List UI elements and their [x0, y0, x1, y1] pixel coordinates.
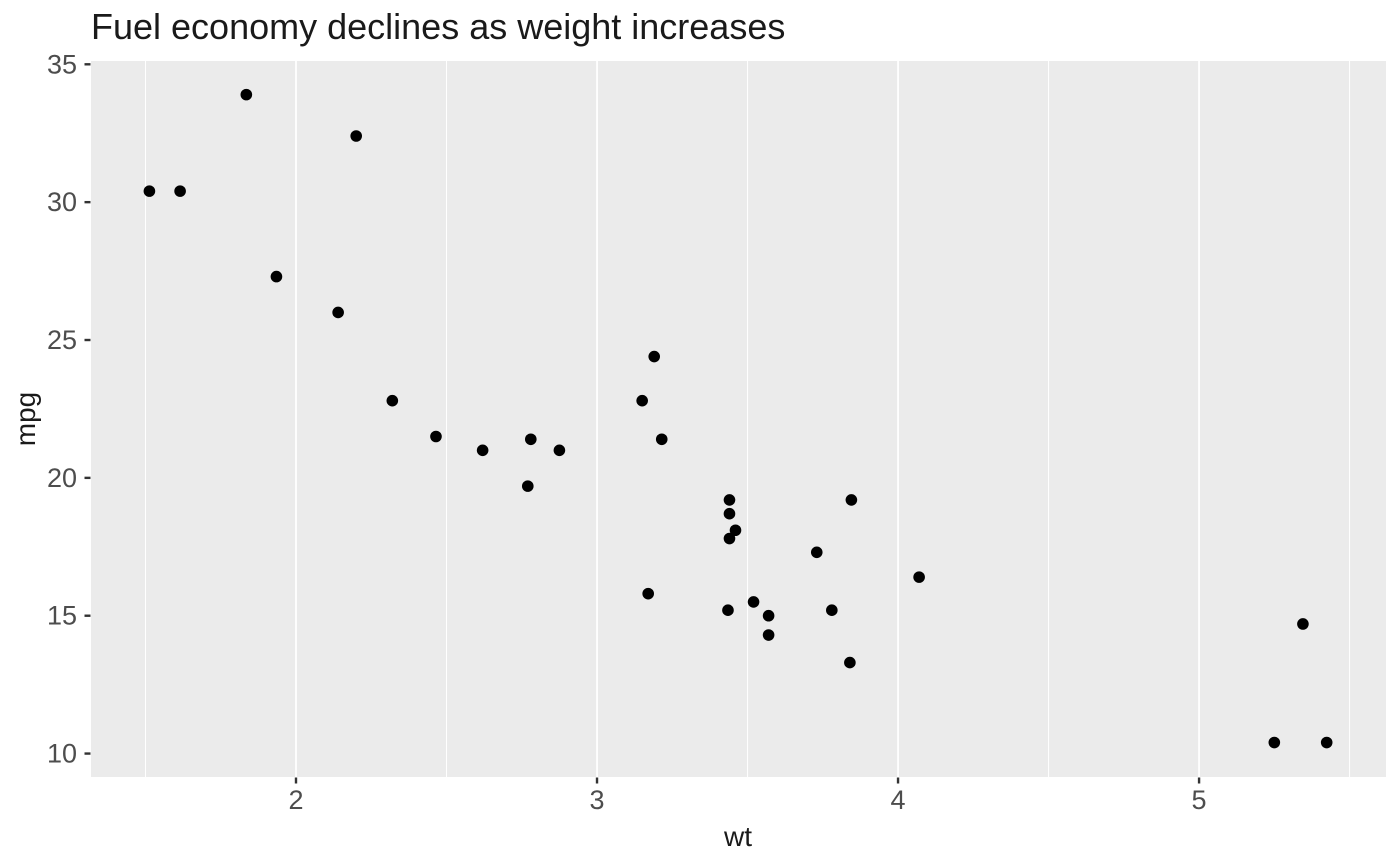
- data-point: [174, 185, 186, 197]
- data-point: [553, 444, 566, 457]
- data-point: [1320, 736, 1333, 749]
- x-tick-label: 4: [891, 785, 906, 815]
- panel-background: [91, 61, 1386, 777]
- data-point: [642, 587, 654, 600]
- y-tick-label: 15: [47, 601, 77, 631]
- data-point: [762, 609, 775, 622]
- data-point: [729, 524, 742, 537]
- y-tick-label: 30: [47, 187, 77, 217]
- data-point: [762, 629, 775, 641]
- x-tick-label: 5: [1192, 785, 1207, 815]
- data-point: [655, 433, 668, 446]
- data-point: [476, 444, 489, 457]
- y-tick-label: 25: [47, 325, 77, 355]
- data-point: [350, 130, 363, 142]
- data-point: [845, 494, 858, 506]
- y-tick-label: 20: [47, 463, 77, 493]
- y-tick-label: 35: [47, 49, 77, 79]
- data-point: [524, 433, 537, 446]
- plot-title: Fuel economy declines as weight increase…: [91, 6, 786, 47]
- data-point: [648, 350, 661, 363]
- data-point: [143, 185, 156, 197]
- data-point: [270, 270, 283, 283]
- y-axis-title: mpg: [10, 391, 41, 447]
- data-point: [1297, 618, 1309, 630]
- x-tick-label: 2: [288, 785, 303, 815]
- data-point: [723, 507, 736, 520]
- x-axis-title: wt: [724, 821, 752, 852]
- data-point: [386, 394, 399, 407]
- data-point: [913, 571, 925, 583]
- data-point: [826, 604, 838, 616]
- data-point: [240, 88, 253, 101]
- data-point: [722, 604, 734, 616]
- data-point: [723, 532, 736, 545]
- data-point: [723, 494, 736, 506]
- data-point: [1268, 736, 1281, 749]
- data-point: [332, 306, 344, 319]
- data-point: [810, 546, 823, 559]
- x-tick-label: 3: [590, 785, 605, 815]
- data-point: [747, 596, 760, 608]
- y-tick-label: 10: [47, 739, 77, 769]
- data-point: [844, 656, 856, 669]
- data-point: [636, 394, 648, 407]
- data-point: [521, 480, 534, 492]
- data-point: [430, 430, 442, 443]
